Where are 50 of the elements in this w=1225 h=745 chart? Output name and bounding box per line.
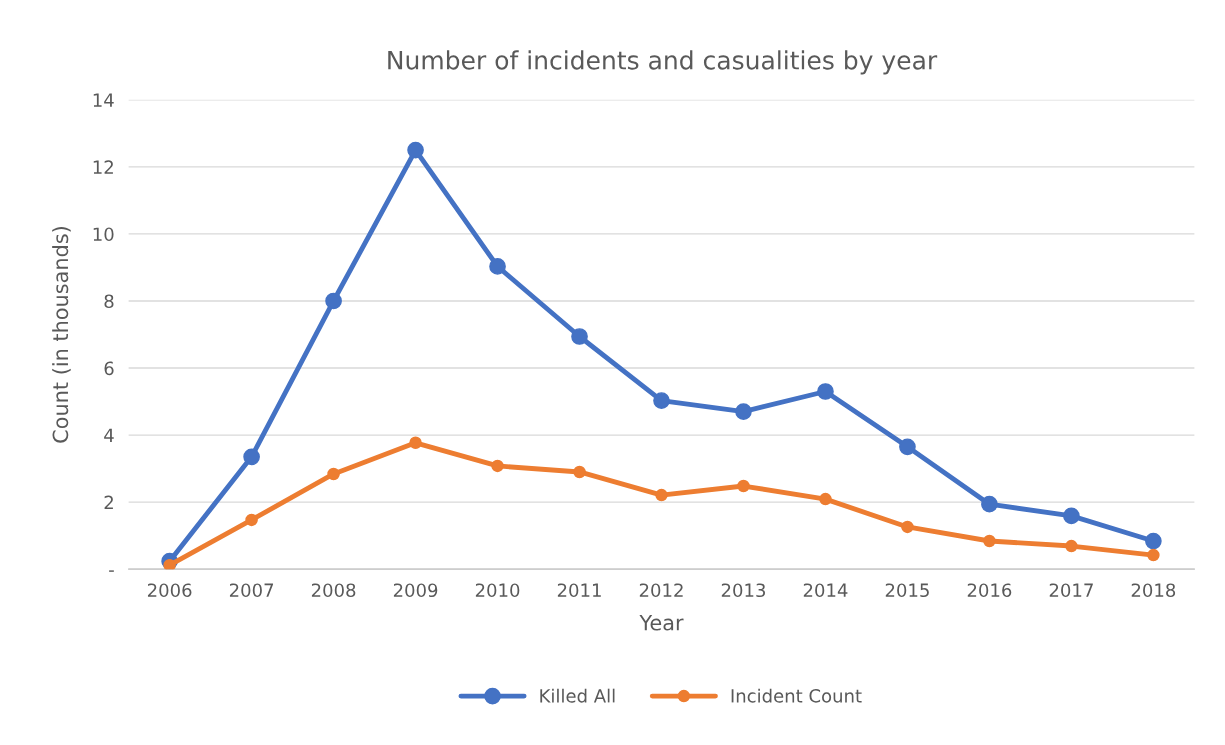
point [327,467,340,481]
point [819,492,832,506]
x-tick-label: 2012 [639,583,683,598]
point [737,479,750,493]
point [653,392,670,409]
point [573,465,586,479]
y-tick-label: 8 [104,294,114,309]
y-axis-title: Count (in thousands) [52,227,71,443]
point [245,513,258,527]
x-tick-label: 2018 [1131,583,1176,598]
x-tick-label: 2010 [475,583,520,598]
point [243,448,260,466]
y-tick-label: 4 [104,428,114,442]
legend-label: Incident Count [731,688,862,703]
x-tick-label: 2008 [311,583,356,598]
point [489,258,506,275]
point [1063,507,1080,525]
point [901,520,914,534]
point [1145,532,1162,550]
x-tick-label: 2014 [803,583,848,598]
chart-title: Number of incidents and casualities by year [388,50,938,75]
point [817,383,834,400]
y-tick-label: 10 [93,227,114,242]
x-tick-label: 2006 [147,583,192,598]
point [983,534,996,548]
x-tick-label: 2009 [393,583,438,598]
point [325,292,342,310]
y-tick-label: - [109,570,114,572]
x-tick-label: 2016 [967,583,1012,598]
x-tick-label: 2013 [721,583,766,598]
point [1147,548,1160,562]
point [409,436,422,450]
point [899,438,916,456]
y-tick-label: 12 [93,160,113,174]
point [571,328,588,345]
x-tick-label: 2017 [1049,583,1093,598]
point [407,141,424,159]
legend-label: Killed All [540,688,615,703]
x-tick-label: 2015 [885,583,929,598]
x-axis-title: Year [639,615,684,631]
point [981,495,998,513]
y-tick-label: 2 [104,495,113,509]
point [655,488,668,502]
point [735,403,752,420]
y-tick-label: 14 [93,93,114,107]
x-tick-label: 2011 [557,583,601,598]
point [1065,539,1078,553]
x-tick-label: 2007 [229,583,274,598]
point [491,459,504,473]
y-tick-label: 6 [104,361,114,376]
